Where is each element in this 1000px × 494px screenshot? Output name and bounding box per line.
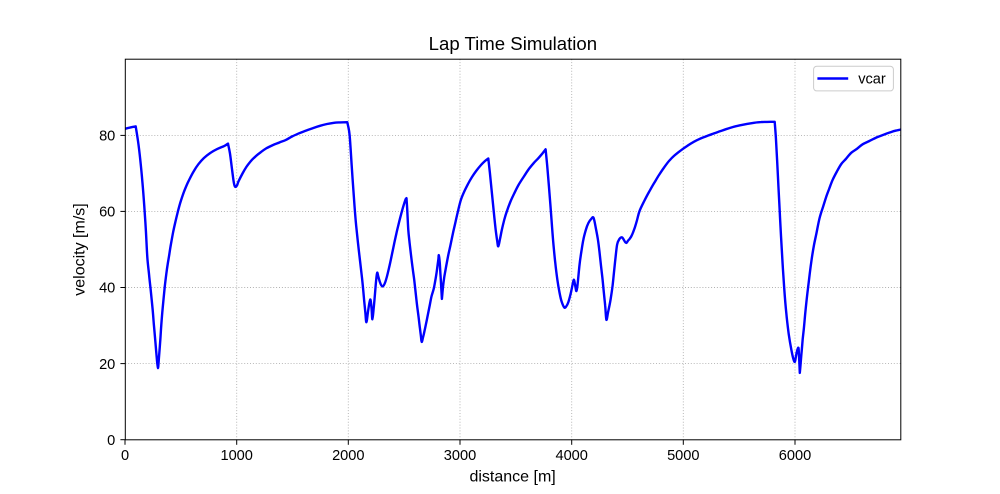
svg-text:20: 20 [99, 357, 115, 373]
svg-text:3000: 3000 [444, 448, 476, 464]
svg-text:2000: 2000 [332, 448, 364, 464]
svg-text:Lap Time Simulation: Lap Time Simulation [429, 33, 597, 54]
svg-text:40: 40 [99, 281, 115, 297]
svg-text:0: 0 [121, 448, 129, 464]
svg-text:0: 0 [107, 433, 115, 449]
svg-text:distance [m]: distance [m] [469, 468, 555, 485]
svg-text:4000: 4000 [555, 448, 587, 464]
svg-text:60: 60 [99, 205, 115, 221]
svg-text:velocity [m/s]: velocity [m/s] [72, 203, 89, 295]
svg-text:6000: 6000 [779, 448, 811, 464]
svg-text:5000: 5000 [667, 448, 699, 464]
svg-text:1000: 1000 [220, 448, 252, 464]
svg-text:vcar: vcar [858, 71, 886, 87]
svg-text:80: 80 [99, 129, 115, 145]
